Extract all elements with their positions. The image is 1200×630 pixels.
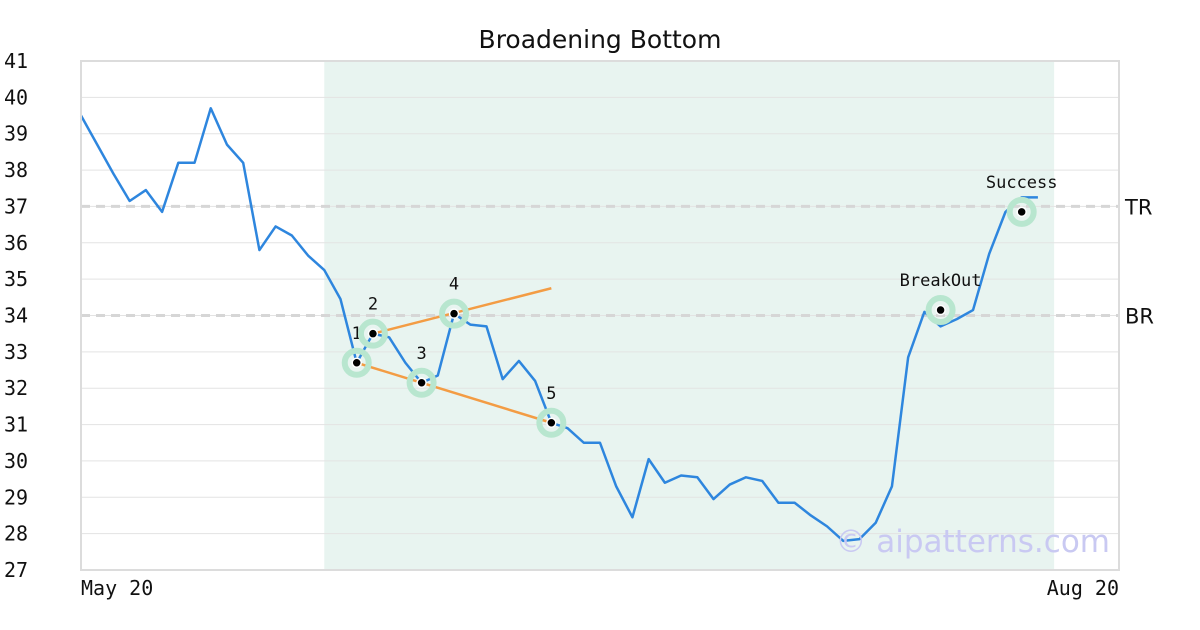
point-label-1: 1 bbox=[352, 324, 362, 344]
point-halo-1 bbox=[341, 347, 372, 378]
point-halo-breakout bbox=[925, 295, 956, 326]
point-label-5: 5 bbox=[546, 384, 556, 404]
pattern-line-2 bbox=[372, 287, 552, 335]
y-tick-label: 41 bbox=[4, 49, 28, 73]
level-label-br: BR bbox=[1125, 305, 1154, 329]
points-layer: 12 3 4 5 BreakOut Success bbox=[341, 173, 1058, 438]
point-halo-success bbox=[1006, 196, 1037, 227]
x-tick-label: May 20 bbox=[81, 576, 153, 600]
point-marker-2 bbox=[367, 328, 379, 339]
series-layer bbox=[79, 107, 1038, 543]
y-tick-label: 35 bbox=[4, 267, 28, 291]
point-halo-3 bbox=[406, 367, 437, 398]
point-marker-5 bbox=[546, 417, 557, 429]
y-tick-label: 36 bbox=[4, 231, 28, 255]
level-lines-layer: TR BR bbox=[81, 195, 1154, 329]
y-tick-label: 30 bbox=[4, 449, 28, 473]
point-marker-3 bbox=[416, 377, 427, 389]
point-marker-1 bbox=[351, 357, 362, 369]
point-label-4: 4 bbox=[449, 275, 459, 295]
point-label-2: 2 bbox=[368, 295, 378, 315]
y-tick-label: 29 bbox=[4, 485, 28, 509]
y-tick-label: 34 bbox=[4, 304, 28, 328]
chart-title: Broadening Bottom bbox=[479, 25, 722, 54]
point-halo-4 bbox=[439, 298, 470, 329]
y-tick-label: 33 bbox=[4, 340, 28, 364]
pattern-lines-layer bbox=[356, 287, 552, 424]
y-tick-label: 39 bbox=[4, 122, 28, 146]
point-halo-2 bbox=[357, 318, 388, 349]
y-tick-label: 37 bbox=[4, 194, 28, 218]
point-halo-5 bbox=[536, 407, 567, 438]
watermark-text: © aipatterns.com bbox=[835, 524, 1110, 560]
y-tick-label: 32 bbox=[4, 376, 28, 400]
point-label-success: Success bbox=[986, 173, 1058, 193]
y-tick-label: 40 bbox=[4, 85, 28, 109]
y-tick-label: 28 bbox=[4, 522, 28, 546]
point-marker-success bbox=[1016, 206, 1027, 218]
price-line bbox=[79, 107, 1038, 543]
point-label-3: 3 bbox=[416, 344, 426, 364]
y-tick-label: 27 bbox=[4, 558, 28, 582]
point-marker-4 bbox=[448, 308, 460, 319]
point-label-breakout: BreakOut bbox=[900, 271, 982, 291]
level-label-tr: TR bbox=[1124, 195, 1152, 219]
y-tick-label: 38 bbox=[4, 158, 28, 182]
x-tick-label: Aug 20 bbox=[1047, 576, 1119, 600]
y-tick-label: 31 bbox=[4, 413, 28, 437]
pattern-line-1 bbox=[356, 361, 552, 424]
point-marker-breakout bbox=[935, 304, 946, 316]
plot-frame bbox=[80, 60, 1120, 571]
